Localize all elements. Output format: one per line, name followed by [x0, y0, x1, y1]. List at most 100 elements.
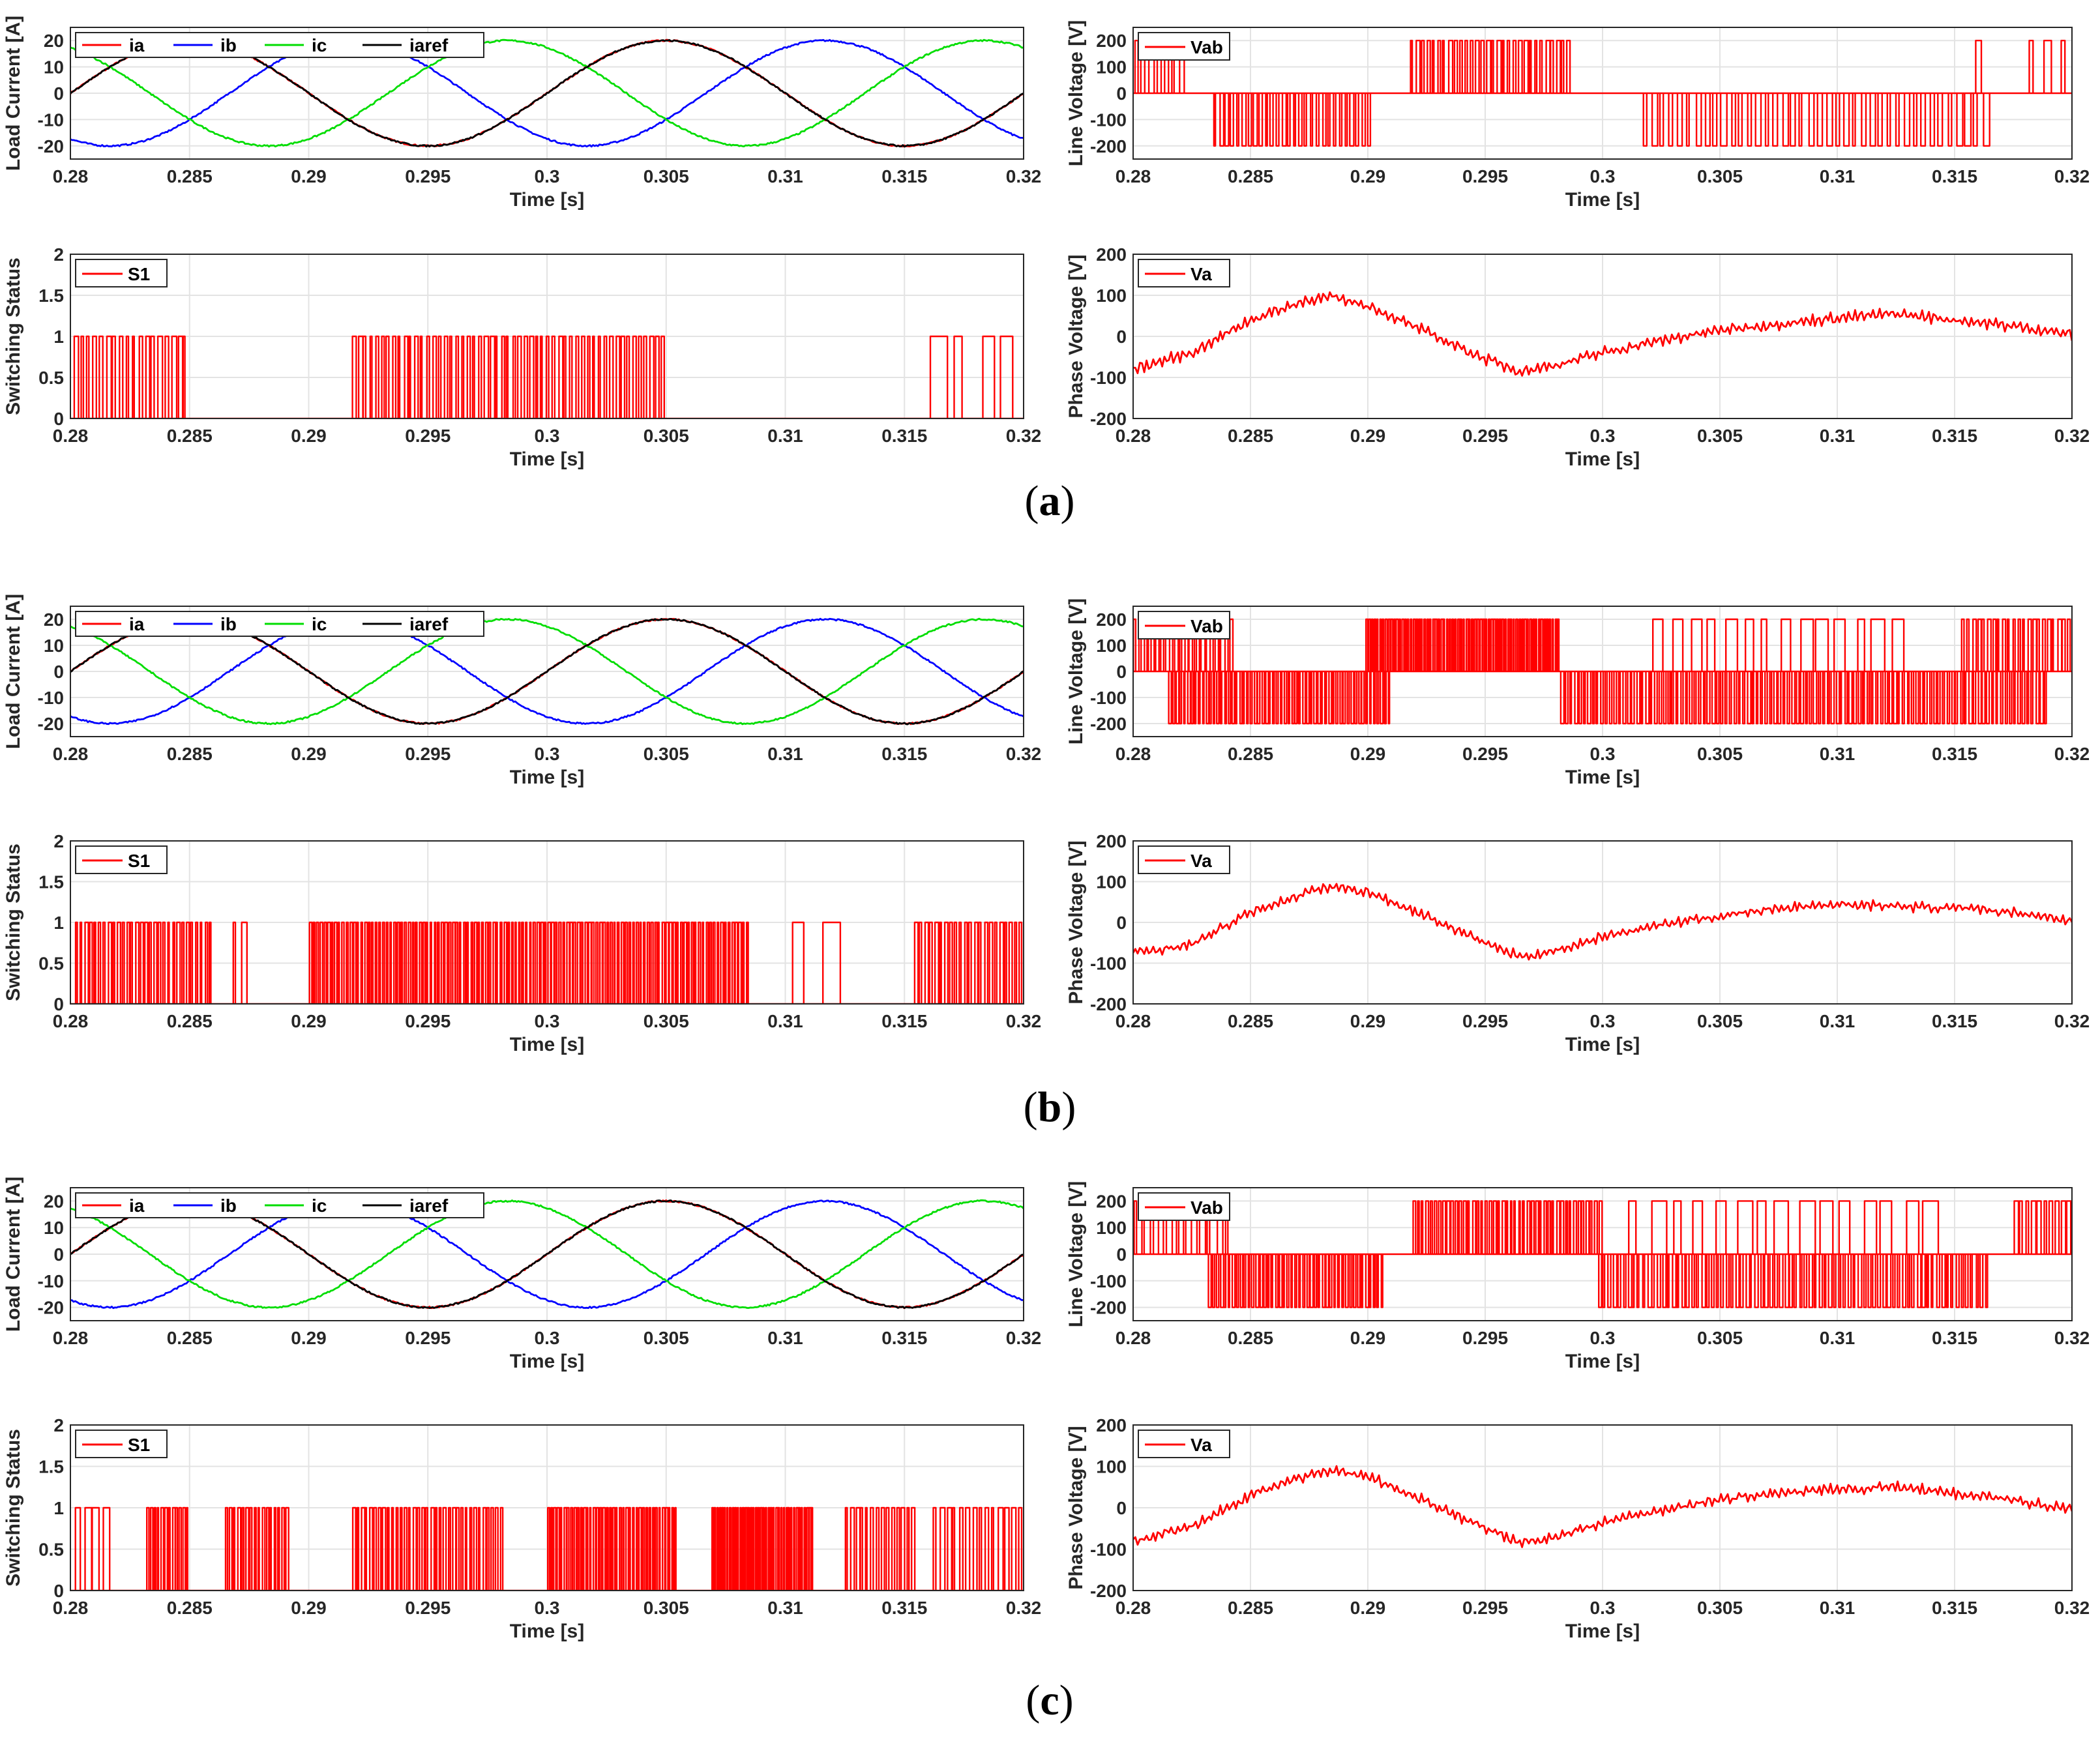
x-tick-label: 0.305	[643, 1011, 689, 1031]
y-tick-label: -200	[1090, 1581, 1127, 1601]
y-tick-label: 0.5	[38, 368, 64, 388]
y-axis-label: Switching Status	[3, 1429, 24, 1587]
x-tick-label: 0.31	[767, 744, 803, 764]
x-tick-label: 0.285	[167, 1011, 213, 1031]
x-tick-label: 0.295	[405, 1011, 451, 1031]
x-tick-label: 0.3	[535, 744, 560, 764]
legend-label-ic: ic	[312, 614, 327, 634]
y-tick-label: -100	[1090, 368, 1127, 388]
subfigure-caption: (c)	[1026, 1677, 1073, 1724]
x-tick-label: 0.28	[1116, 1598, 1151, 1618]
x-axis-label: Time [s]	[510, 1621, 584, 1642]
x-tick-label: 0.32	[2054, 166, 2090, 186]
y-tick-label: 0	[53, 83, 64, 104]
y-tick-label: 1.5	[38, 872, 64, 892]
y-tick-label: 200	[1096, 244, 1127, 265]
y-tick-label: -10	[38, 1271, 64, 1291]
y-axis-label: Load Current [A]	[3, 16, 24, 171]
x-tick-label: 0.315	[1932, 166, 1977, 186]
y-tick-label: 200	[1096, 31, 1127, 51]
legend-label-Va: Va	[1190, 851, 1212, 871]
x-tick-label: 0.285	[1228, 1011, 1273, 1031]
series-line-Vab	[1133, 1200, 2072, 1308]
x-tick-label: 0.315	[1932, 1328, 1977, 1348]
legend: ia ib ic iaref	[75, 611, 484, 637]
x-tick-label: 0.285	[167, 426, 213, 446]
panel-b-load-current: 0.28 0.285 0.29 0.295 0.3 0.305 0.31 0.315 0.32 -…	[3, 594, 1041, 788]
series-line-ic	[70, 1199, 1024, 1309]
panel-c-load-current: 0.28 0.285 0.29 0.295 0.3 0.305 0.31 0.315 0.32 -…	[3, 1177, 1041, 1372]
y-axis-label: Phase Voltage [V]	[1065, 254, 1087, 418]
x-tick-label: 0.29	[1350, 1011, 1386, 1031]
x-tick-label: 0.315	[881, 1328, 927, 1348]
x-tick-label: 0.32	[2054, 1328, 2090, 1348]
subfigure-letter: c	[1040, 1677, 1059, 1724]
y-tick-label: 0.5	[38, 1540, 64, 1560]
x-tick-label: 0.3	[1590, 1598, 1616, 1618]
x-tick-label: 0.285	[1228, 1328, 1273, 1348]
x-axis-label: Time [s]	[510, 448, 584, 470]
x-tick-label: 0.32	[1006, 744, 1042, 764]
panel-c-phase-voltage: 0.28 0.285 0.29 0.295 0.3 0.305 0.31 0.315 0.32 -…	[1065, 1415, 2090, 1642]
y-tick-label: 0	[1116, 1498, 1127, 1518]
x-tick-label: 0.305	[1697, 166, 1743, 186]
y-tick-label: 100	[1096, 57, 1127, 78]
subfigure-caption: (a)	[1025, 477, 1075, 525]
x-tick-label: 0.285	[1228, 166, 1273, 186]
legend-label-ib: ib	[220, 35, 237, 55]
x-tick-label: 0.29	[1350, 426, 1386, 446]
legend-label-S1: S1	[128, 264, 150, 284]
legend-label-ia: ia	[129, 35, 145, 55]
legend: Vab	[1138, 1192, 1230, 1221]
x-axis-label: Time [s]	[1565, 1034, 1640, 1055]
legend-label-ib: ib	[220, 1196, 237, 1216]
legend: Va	[1138, 1430, 1230, 1458]
y-axis-label: Phase Voltage [V]	[1065, 1426, 1087, 1589]
axes-box	[1132, 1187, 2073, 1321]
y-tick-label: 2	[53, 1415, 64, 1435]
panel-c-switching-status: 0.28 0.285 0.29 0.295 0.3 0.305 0.31 0.315 0.32 0…	[3, 1415, 1041, 1642]
legend-label-iaref: iaref	[409, 1196, 449, 1216]
x-tick-label: 0.3	[535, 1011, 560, 1031]
series-line-Vab	[1133, 618, 2072, 725]
x-tick-label: 0.295	[1462, 166, 1508, 186]
x-tick-label: 0.285	[167, 744, 213, 764]
x-tick-label: 0.31	[1820, 1011, 1856, 1031]
legend-label-Vab: Vab	[1190, 37, 1223, 57]
x-axis-label: Time [s]	[510, 767, 584, 788]
y-axis-label: Switching Status	[3, 257, 24, 415]
series-line-Va	[1133, 883, 2072, 961]
x-tick-label: 0.3	[1590, 166, 1616, 186]
x-tick-label: 0.28	[53, 1598, 89, 1618]
y-tick-label: 0	[1116, 327, 1127, 347]
series-line-Vab	[1133, 40, 2072, 147]
series-line-Va	[1133, 1465, 2072, 1548]
x-tick-label: 0.315	[1932, 744, 1977, 764]
y-tick-label: 200	[1096, 1415, 1127, 1435]
series-line-ib	[70, 1199, 1024, 1310]
legend-label-ic: ic	[312, 35, 327, 55]
panel-a-switching-status: 0.28 0.285 0.29 0.295 0.3 0.305 0.31 0.315 0.32 0…	[3, 244, 1041, 470]
legend-label-iaref: iaref	[409, 614, 449, 634]
x-tick-label: 0.315	[881, 744, 927, 764]
legend: Va	[1138, 259, 1230, 287]
y-tick-label: 100	[1096, 636, 1127, 656]
y-tick-label: 10	[44, 1218, 64, 1238]
x-tick-label: 0.28	[1116, 426, 1151, 446]
subfigure-caption: (b)	[1024, 1083, 1076, 1131]
legend: S1	[75, 845, 168, 874]
y-tick-label: -10	[38, 688, 64, 708]
legend-label-ic: ic	[312, 1196, 327, 1216]
legend-label-S1: S1	[128, 851, 150, 871]
y-tick-label: -200	[1090, 1298, 1127, 1318]
x-tick-label: 0.305	[643, 1598, 689, 1618]
y-tick-label: 0.5	[38, 954, 64, 974]
x-tick-label: 0.295	[1462, 744, 1508, 764]
y-tick-label: 0	[1116, 662, 1127, 682]
x-tick-label: 0.285	[1228, 744, 1273, 764]
x-tick-label: 0.285	[167, 166, 213, 186]
x-tick-label: 0.32	[1006, 1328, 1042, 1348]
x-tick-label: 0.3	[1590, 744, 1616, 764]
x-tick-label: 0.315	[881, 426, 927, 446]
x-tick-label: 0.28	[1116, 1011, 1151, 1031]
